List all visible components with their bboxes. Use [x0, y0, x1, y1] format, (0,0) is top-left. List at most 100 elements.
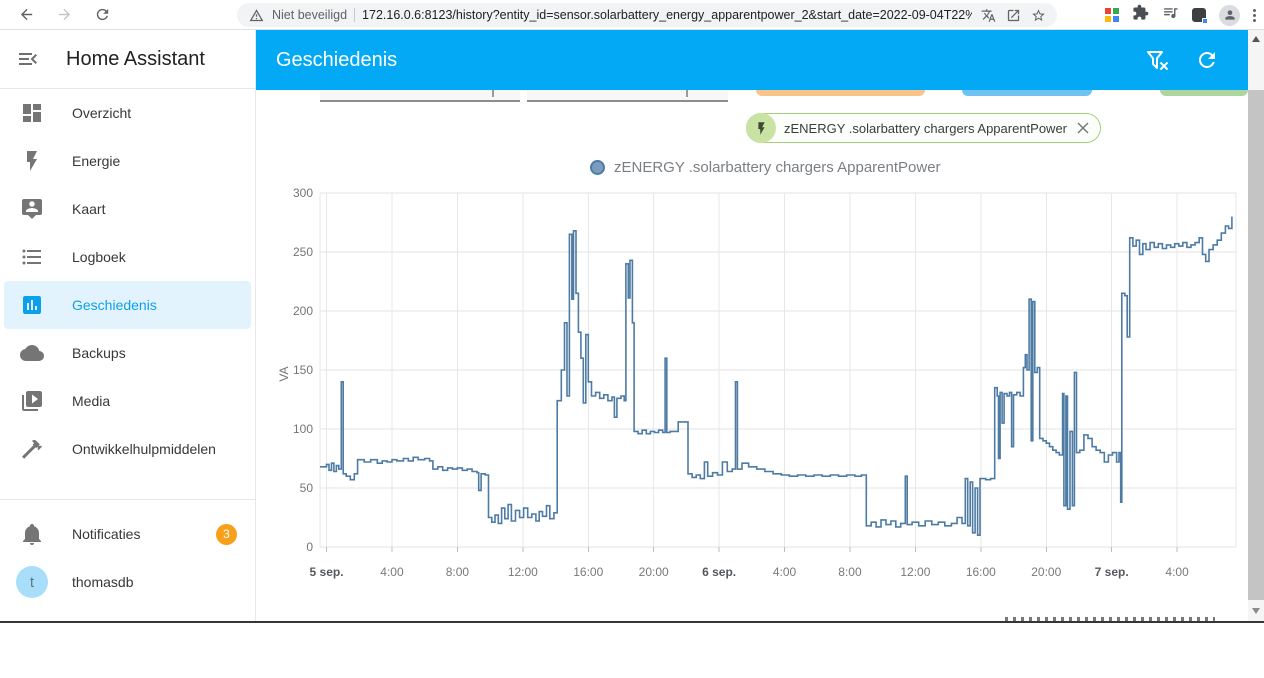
period-chip-green[interactable]	[1160, 90, 1248, 96]
svg-text:6 sep.: 6 sep.	[702, 565, 736, 579]
chart-legend-item[interactable]: zENERGY .solarbattery chargers ApparentP…	[590, 159, 941, 176]
scrollbar-thumb[interactable]	[1248, 90, 1264, 600]
page-scrollbar[interactable]	[1248, 30, 1264, 622]
cloud-icon	[20, 341, 44, 365]
sidebar-item-energie[interactable]: Energie	[0, 137, 255, 185]
notification-badge: 3	[216, 523, 237, 545]
chip-close-icon[interactable]	[1076, 121, 1090, 135]
browser-reload-button[interactable]	[90, 3, 114, 27]
omnibox-divider	[354, 8, 356, 22]
play-box-multiple-icon	[20, 389, 44, 413]
refresh-icon[interactable]	[1195, 48, 1219, 72]
svg-text:20:00: 20:00	[639, 565, 669, 579]
sidebar-item-kaart[interactable]: Kaart	[0, 185, 255, 233]
browser-forward-button[interactable]	[52, 3, 76, 27]
chart-svg[interactable]: 0 50 100 150 200 250 300 5 sep. 4:00 8:00 12:00 16:…	[276, 186, 1244, 586]
filter-remove-icon[interactable]	[1145, 48, 1169, 72]
entity-chip-label: zENERGY .solarbattery chargers ApparentP…	[784, 120, 1068, 136]
url-text: 172.16.0.6:8123/history?entity_id=sensor…	[362, 8, 972, 22]
sidebar-header: Home Assistant	[0, 30, 255, 89]
sidebar-item-ontwikkelhulpmiddelen[interactable]: Ontwikkelhulpmiddelen	[0, 425, 255, 473]
svg-text:50: 50	[300, 481, 314, 495]
svg-text:250: 250	[293, 245, 313, 259]
period-chip-blue[interactable]	[962, 90, 1092, 96]
sidebar-item-backups[interactable]: Backups	[0, 329, 255, 377]
svg-text:300: 300	[293, 186, 313, 200]
sidebar-toggle-icon[interactable]	[16, 47, 40, 71]
format-list-bulleted-icon	[20, 245, 44, 269]
legend-label: zENERGY .solarbattery chargers ApparentP…	[614, 159, 941, 176]
sidebar-item-overzicht[interactable]: Overzicht	[0, 89, 255, 137]
entity-chip-circle	[746, 113, 776, 143]
lightning-bolt-icon	[20, 149, 44, 173]
google-extension-icon[interactable]	[1105, 8, 1119, 22]
sidebar-item-label: Kaart	[72, 201, 106, 217]
bookmark-star-icon[interactable]	[1029, 6, 1047, 24]
share-icon[interactable]	[1004, 6, 1022, 24]
svg-text:100: 100	[293, 422, 313, 436]
browser-profile-avatar[interactable]	[1219, 4, 1240, 26]
sidebar-item-label: Logboek	[72, 249, 126, 265]
bell-icon	[20, 522, 44, 546]
address-bar[interactable]: Niet beveiligd 172.16.0.6:8123/history?e…	[237, 3, 1057, 27]
svg-text:20:00: 20:00	[1031, 565, 1061, 579]
browser-menu-icon[interactable]	[1253, 8, 1256, 22]
sidebar-item-logboek[interactable]: Logboek	[0, 233, 255, 281]
date-field-caret	[686, 90, 688, 97]
entity-filter-chip[interactable]: zENERGY .solarbattery chargers ApparentP…	[746, 113, 1102, 143]
svg-text:4:00: 4:00	[380, 565, 404, 579]
sidebar-item-geschiedenis[interactable]: Geschiedenis	[4, 281, 251, 329]
scroll-up-button[interactable]	[1248, 31, 1264, 47]
date-field-caret	[492, 90, 494, 97]
square-dot-extension-icon[interactable]	[1192, 8, 1208, 24]
start-date-field[interactable]	[320, 90, 520, 102]
svg-text:8:00: 8:00	[838, 565, 862, 579]
sidebar-item-label: Energie	[72, 153, 121, 169]
history-chart[interactable]: 0 50 100 150 200 250 300 5 sep. 4:00 8:00 12:00 16:…	[276, 186, 1244, 586]
notifications-label: Notificaties	[72, 526, 141, 542]
scroll-down-button[interactable]	[1248, 603, 1264, 619]
svg-text:200: 200	[293, 304, 313, 318]
sidebar-nav: Overzicht Energie Kaart Logboek Geschied…	[0, 89, 255, 473]
end-date-field[interactable]	[527, 90, 728, 102]
period-chip-orange[interactable]	[756, 90, 925, 96]
sidebar-item-notificaties[interactable]: Notificaties 3	[0, 510, 255, 558]
svg-text:4:00: 4:00	[1165, 565, 1189, 579]
browser-extensions-area	[1105, 0, 1256, 30]
hammer-icon	[20, 437, 44, 461]
security-label: Niet beveiligd	[272, 8, 348, 22]
tooltip-account-icon	[20, 197, 44, 221]
browser-back-button[interactable]	[14, 3, 38, 27]
security-warning-icon	[247, 6, 265, 24]
playlist-music-extension-icon[interactable]	[1162, 4, 1179, 26]
main-panel: Geschiedenis zENERGY .solarbattery charg…	[256, 30, 1248, 622]
svg-text:VA: VA	[277, 366, 291, 381]
svg-text:16:00: 16:00	[966, 565, 996, 579]
svg-text:8:00: 8:00	[446, 565, 470, 579]
sidebar: Home Assistant Overzicht Energie Kaart L…	[0, 30, 256, 622]
user-name: thomasdb	[72, 574, 134, 590]
history-content: zENERGY .solarbattery chargers ApparentP…	[256, 90, 1248, 622]
sidebar-item-media[interactable]: Media	[0, 377, 255, 425]
clipped-next-row-strip	[1005, 617, 1215, 621]
translate-icon[interactable]	[979, 6, 997, 24]
scroll-down-icon	[1252, 608, 1260, 614]
page-title: Geschiedenis	[276, 48, 398, 71]
sidebar-item-label: Geschiedenis	[72, 297, 157, 313]
sidebar-item-label: Ontwikkelhulpmiddelen	[72, 441, 216, 457]
sidebar-bottom: Notificaties 3 t thomasdb	[0, 499, 255, 606]
svg-text:12:00: 12:00	[900, 565, 930, 579]
chart-box-icon	[20, 293, 44, 317]
header-actions	[1145, 48, 1219, 72]
puzzle-extension-icon[interactable]	[1132, 4, 1149, 26]
sidebar-divider	[0, 499, 255, 500]
lightning-bolt-icon	[757, 121, 765, 135]
svg-text:5 sep.: 5 sep.	[310, 565, 344, 579]
svg-text:7 sep.: 7 sep.	[1095, 565, 1129, 579]
browser-toolbar: Niet beveiligd 172.16.0.6:8123/history?e…	[0, 0, 1264, 30]
svg-text:4:00: 4:00	[773, 565, 797, 579]
sidebar-item-user[interactable]: t thomasdb	[0, 558, 255, 606]
sidebar-item-label: Backups	[72, 345, 126, 361]
svg-text:150: 150	[293, 363, 313, 377]
